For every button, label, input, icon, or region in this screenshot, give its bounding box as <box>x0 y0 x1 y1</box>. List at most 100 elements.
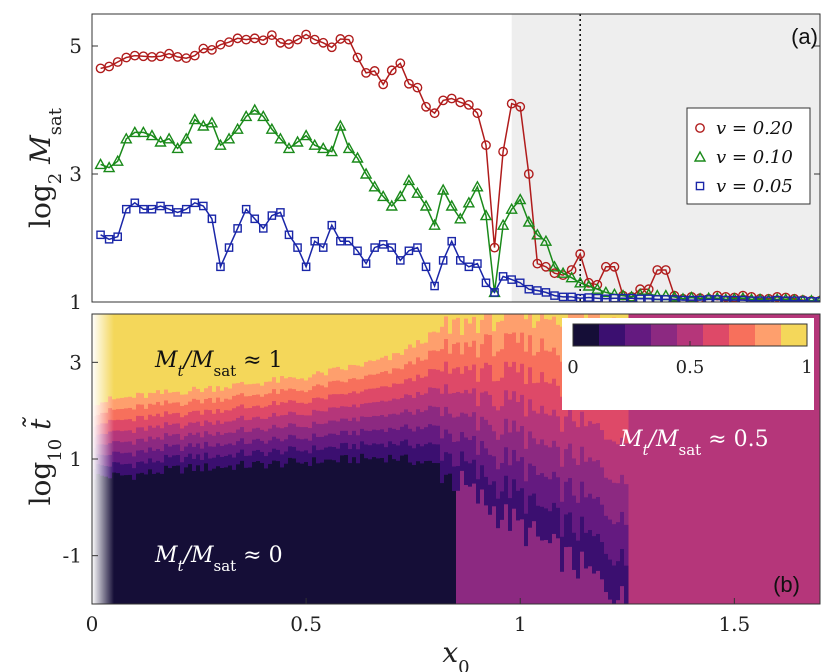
heatmap-cell <box>288 411 293 424</box>
data-point <box>524 284 534 294</box>
heatmap-cell <box>248 419 253 432</box>
data-point <box>471 180 484 192</box>
heatmap-cell <box>176 422 181 434</box>
data-point <box>189 50 200 61</box>
heatmap-cell <box>404 363 409 380</box>
heatmap-cell <box>304 314 309 381</box>
heatmap-cell <box>484 333 489 363</box>
data-point <box>789 293 799 302</box>
heatmap-cell <box>404 439 409 455</box>
heatmap-cell <box>224 314 229 388</box>
heatmap-cell <box>148 447 153 459</box>
heatmap-cell <box>372 442 377 458</box>
heatmap-cell <box>284 402 289 415</box>
heatmap-cell <box>480 440 485 466</box>
heatmap-cell <box>320 397 325 412</box>
heatmap-cell <box>248 431 253 444</box>
heatmap-cell <box>424 314 429 343</box>
data-point <box>214 138 227 150</box>
heatmap-cell <box>308 402 313 416</box>
heatmap-column <box>188 314 193 604</box>
heatmap-cell <box>132 409 137 422</box>
heatmap-cell <box>248 466 253 604</box>
heatmap-cell <box>308 427 313 441</box>
data-point <box>291 135 304 147</box>
heatmap-cell <box>304 403 309 416</box>
heatmap-cell <box>272 448 277 461</box>
heatmap-cell <box>588 493 593 531</box>
data-point <box>171 141 184 154</box>
heatmap-cell <box>592 535 597 574</box>
heatmap-cell <box>128 418 133 431</box>
heatmap-cell <box>524 383 529 417</box>
heatmap-cell <box>544 476 549 509</box>
heatmap-cell <box>408 314 413 345</box>
heatmap-cell <box>176 412 181 424</box>
heatmap-column <box>432 314 437 604</box>
heatmap-cell <box>420 360 425 378</box>
data-point <box>190 198 200 208</box>
heatmap-cell <box>472 435 477 460</box>
heatmap-cell <box>580 516 585 552</box>
heatmap-cell <box>488 314 493 336</box>
data-point <box>276 208 285 217</box>
heatmap-cell <box>512 361 517 392</box>
heatmap-cell <box>324 386 329 400</box>
heatmap-cell <box>604 515 609 554</box>
heatmap-cell <box>328 314 333 369</box>
heatmap-cell <box>324 410 329 424</box>
heatmap-cell <box>524 545 529 604</box>
heatmap-cell <box>260 451 265 463</box>
heatmap-cell <box>388 359 393 374</box>
heatmap-cell <box>348 392 353 407</box>
heatmap-cell <box>448 373 453 394</box>
heatmap-cell <box>296 390 301 403</box>
heatmap-cell <box>360 453 365 604</box>
heatmap-cell <box>400 368 405 384</box>
heatmap-column <box>408 314 413 604</box>
heatmap-cell <box>128 463 133 475</box>
data-point <box>351 151 364 163</box>
heatmap-column <box>128 314 133 604</box>
heatmap-cell <box>260 396 265 408</box>
heatmap-cell <box>600 466 605 505</box>
heatmap-cell <box>144 408 149 420</box>
heatmap-cell <box>572 457 577 496</box>
data-point <box>507 275 516 284</box>
data-point <box>359 167 373 179</box>
heatmap-cell <box>504 389 509 419</box>
heatmap-cell <box>312 409 317 422</box>
heatmap-cell <box>240 381 245 394</box>
heatmap-cell <box>504 314 509 334</box>
heatmap-cell <box>320 423 325 437</box>
heatmap-cell <box>188 463 193 604</box>
heatmap-cell <box>188 453 193 465</box>
heatmap-cell <box>200 436 205 449</box>
heatmap-column <box>440 314 445 604</box>
heatmap-cell <box>520 456 525 489</box>
heatmap-cell <box>376 443 381 459</box>
data-point <box>421 101 431 112</box>
heatmap-cell <box>408 411 413 429</box>
heatmap-cell <box>440 326 445 350</box>
data-point <box>257 109 270 122</box>
heatmap-cell <box>284 463 289 604</box>
heatmap-cell <box>528 398 533 432</box>
heatmap-cell <box>264 455 269 469</box>
data-point <box>772 292 783 302</box>
data-point <box>248 103 261 115</box>
heatmap-cell <box>172 314 177 393</box>
data-point <box>539 234 553 246</box>
heatmap-cell <box>136 403 141 416</box>
heatmap-cell <box>244 383 249 397</box>
heatmap-cell <box>244 443 249 456</box>
heatmap-cell <box>176 314 181 392</box>
heatmap-cell <box>404 393 409 410</box>
heatmap-cell <box>352 417 357 431</box>
heatmap-column <box>180 314 185 604</box>
heatmap-cell <box>524 318 529 352</box>
data-point <box>224 243 234 252</box>
heatmap-cell <box>508 464 513 499</box>
heatmap-cell <box>288 445 293 458</box>
heatmap-cell <box>292 388 297 401</box>
